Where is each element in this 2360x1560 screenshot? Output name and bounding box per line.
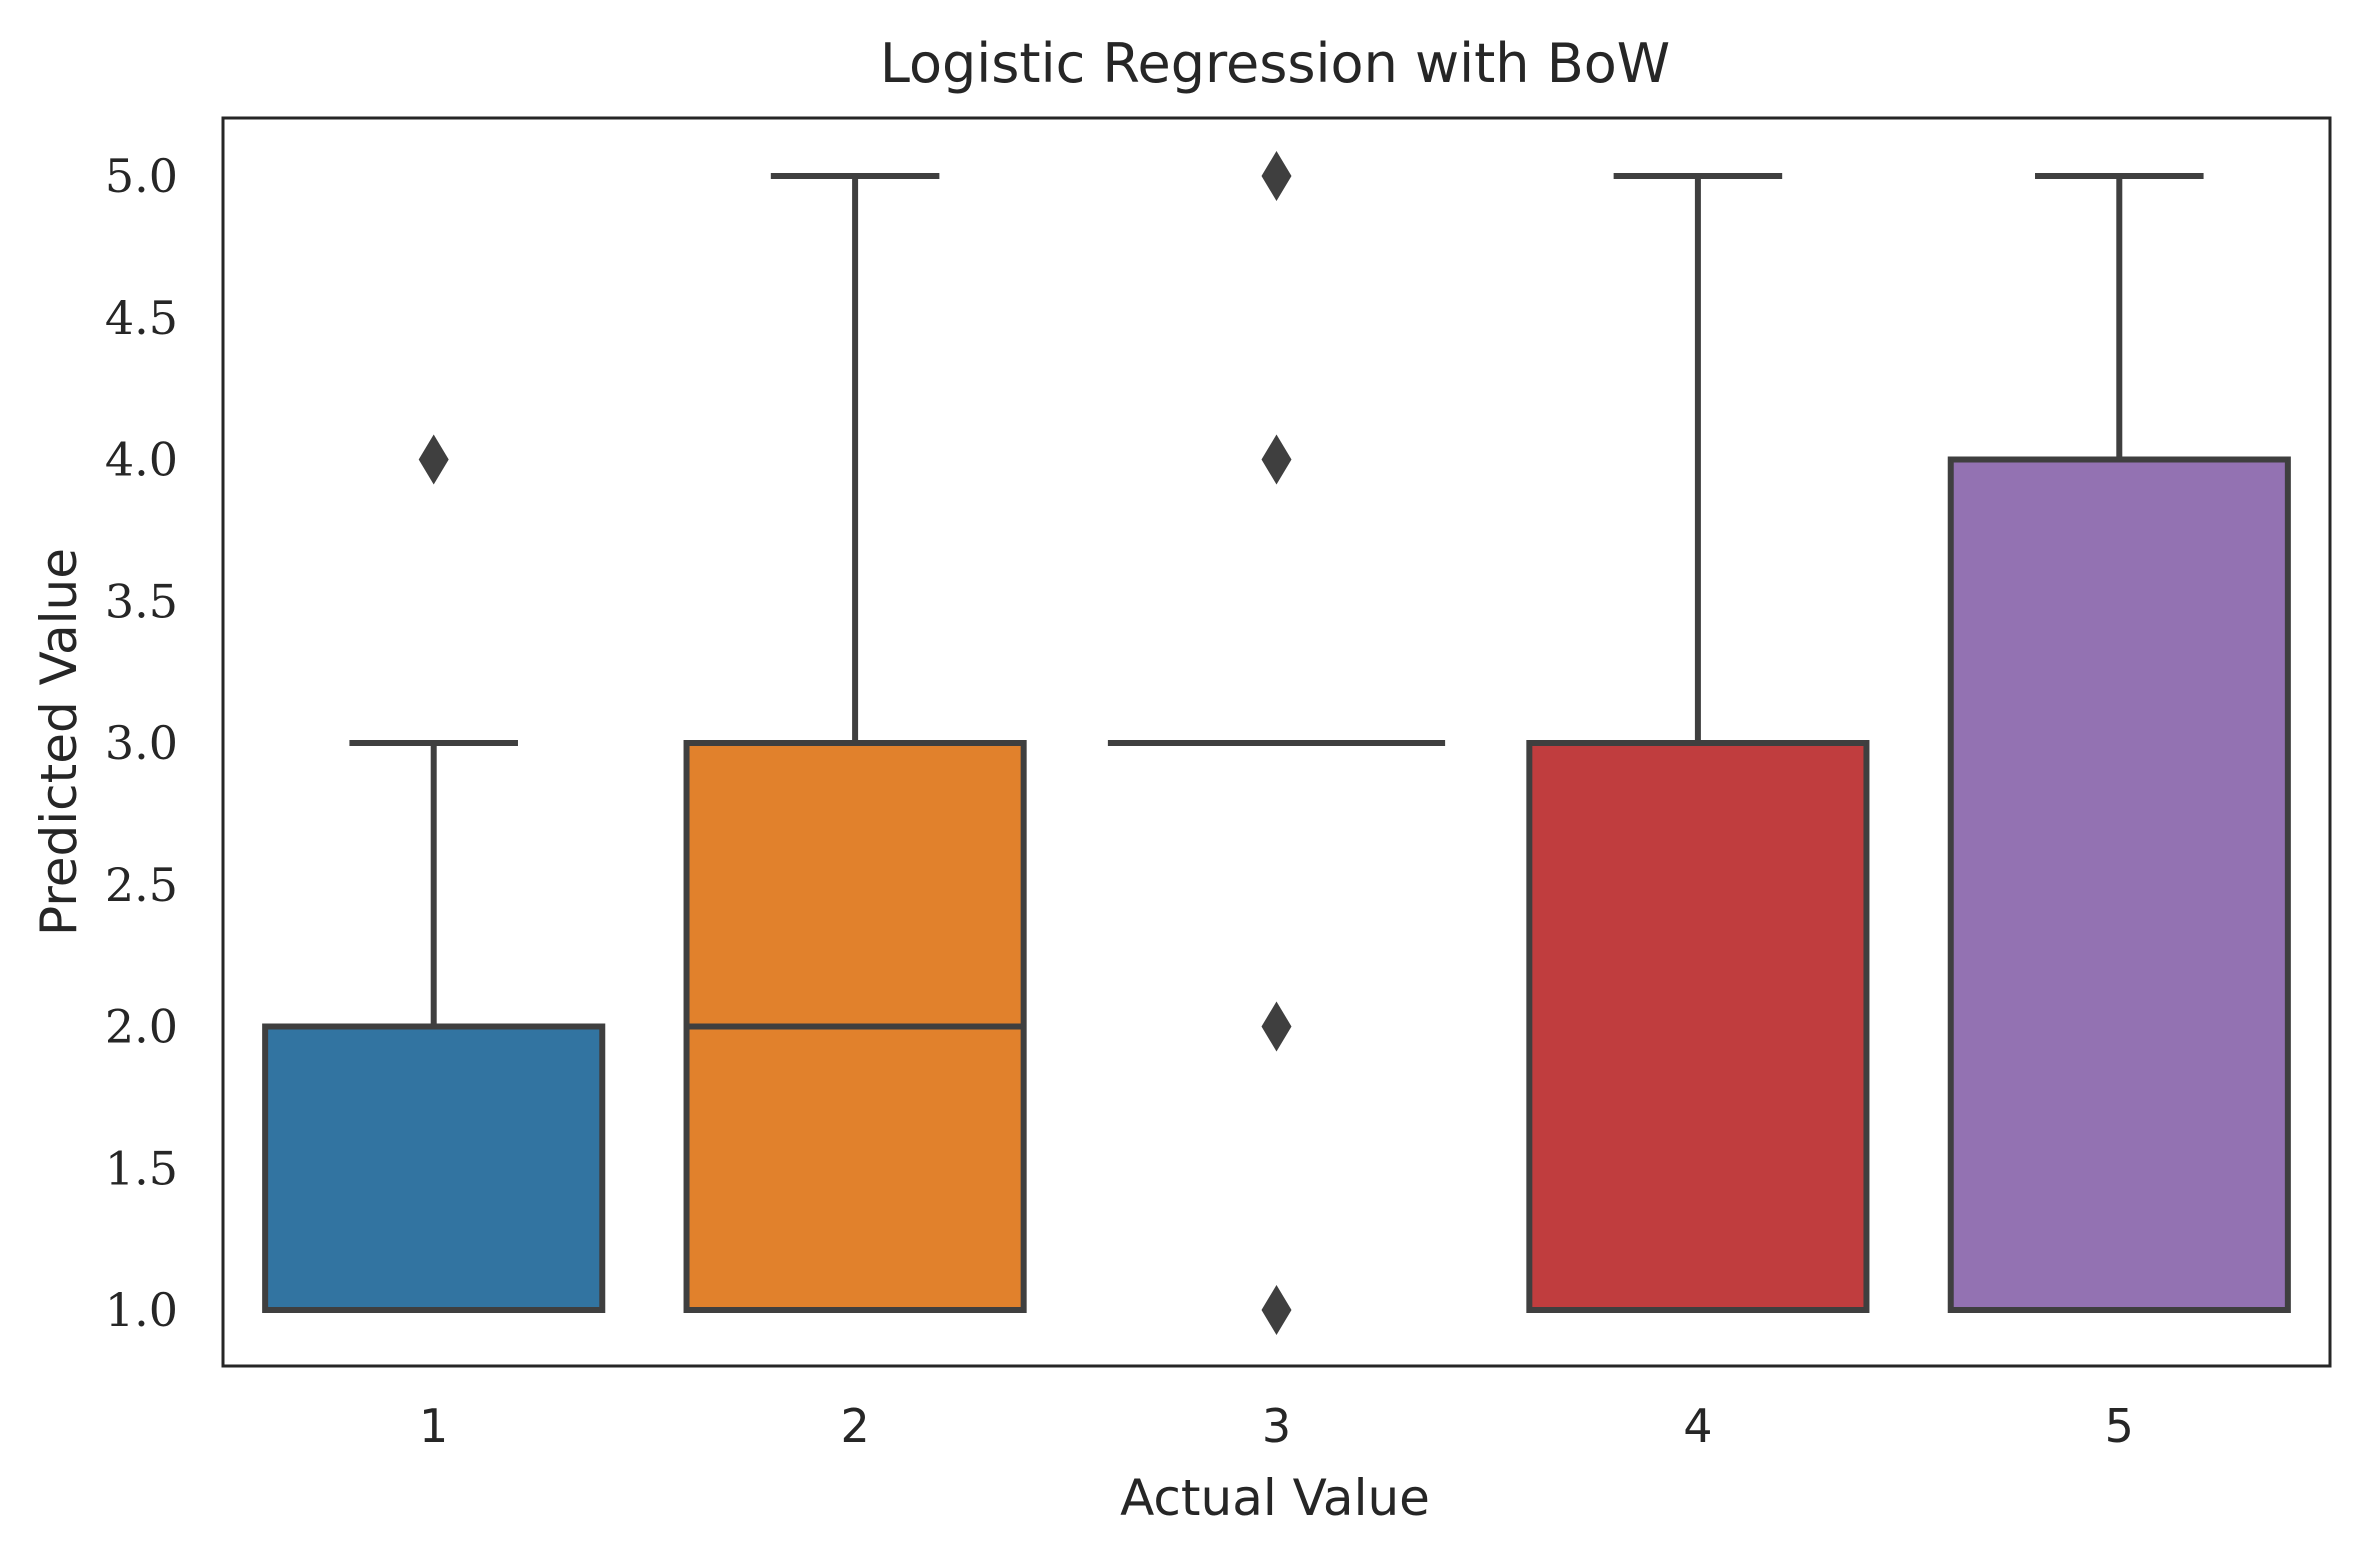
y-tick-label: 2.0 bbox=[105, 1000, 178, 1054]
box-group-5 bbox=[1947, 173, 2291, 1313]
x-tick-label: 2 bbox=[840, 1399, 869, 1453]
x-tick-label: 4 bbox=[1683, 1399, 1712, 1453]
y-tick-label: 2.5 bbox=[105, 858, 178, 912]
x-tick-label: 1 bbox=[419, 1399, 448, 1453]
box-body bbox=[1947, 456, 2291, 1313]
box-group-2 bbox=[683, 173, 1027, 1313]
x-axis-label: Actual Value bbox=[1120, 1469, 1430, 1527]
outlier-marker bbox=[1261, 151, 1292, 201]
x-tick-label: 5 bbox=[2105, 1399, 2134, 1453]
outlier-marker bbox=[1261, 434, 1292, 485]
box-group-1 bbox=[262, 434, 606, 1313]
y-tick-label: 5.0 bbox=[105, 149, 178, 203]
box-group-3 bbox=[1107, 151, 1446, 1335]
x-tick-label: 3 bbox=[1262, 1399, 1291, 1453]
y-tick-label: 4.5 bbox=[105, 291, 178, 345]
x-axis-ticks: 1 2 3 4 5 bbox=[419, 1399, 2134, 1453]
y-tick-label: 3.0 bbox=[105, 716, 178, 770]
y-tick-label: 1.5 bbox=[105, 1141, 178, 1195]
y-axis-label: Predicted Value bbox=[30, 548, 88, 936]
box-group-4 bbox=[1526, 173, 1870, 1313]
outlier-marker bbox=[1261, 1001, 1292, 1052]
y-tick-label: 4.0 bbox=[105, 433, 178, 487]
plot-frame bbox=[221, 116, 2332, 1368]
outlier-marker bbox=[1261, 1285, 1292, 1335]
outlier-marker bbox=[418, 434, 449, 485]
box-body bbox=[262, 1023, 606, 1313]
y-tick-label: 1.0 bbox=[105, 1283, 178, 1337]
plot-area bbox=[262, 151, 2291, 1335]
chart-title: Logistic Regression with BoW bbox=[880, 32, 1670, 95]
y-tick-label: 3.5 bbox=[105, 574, 178, 628]
y-axis-ticks: 1.0 1.5 2.0 2.5 3.0 3.5 4.0 4.5 5.0 bbox=[105, 149, 178, 1337]
box-body bbox=[1526, 740, 1870, 1313]
